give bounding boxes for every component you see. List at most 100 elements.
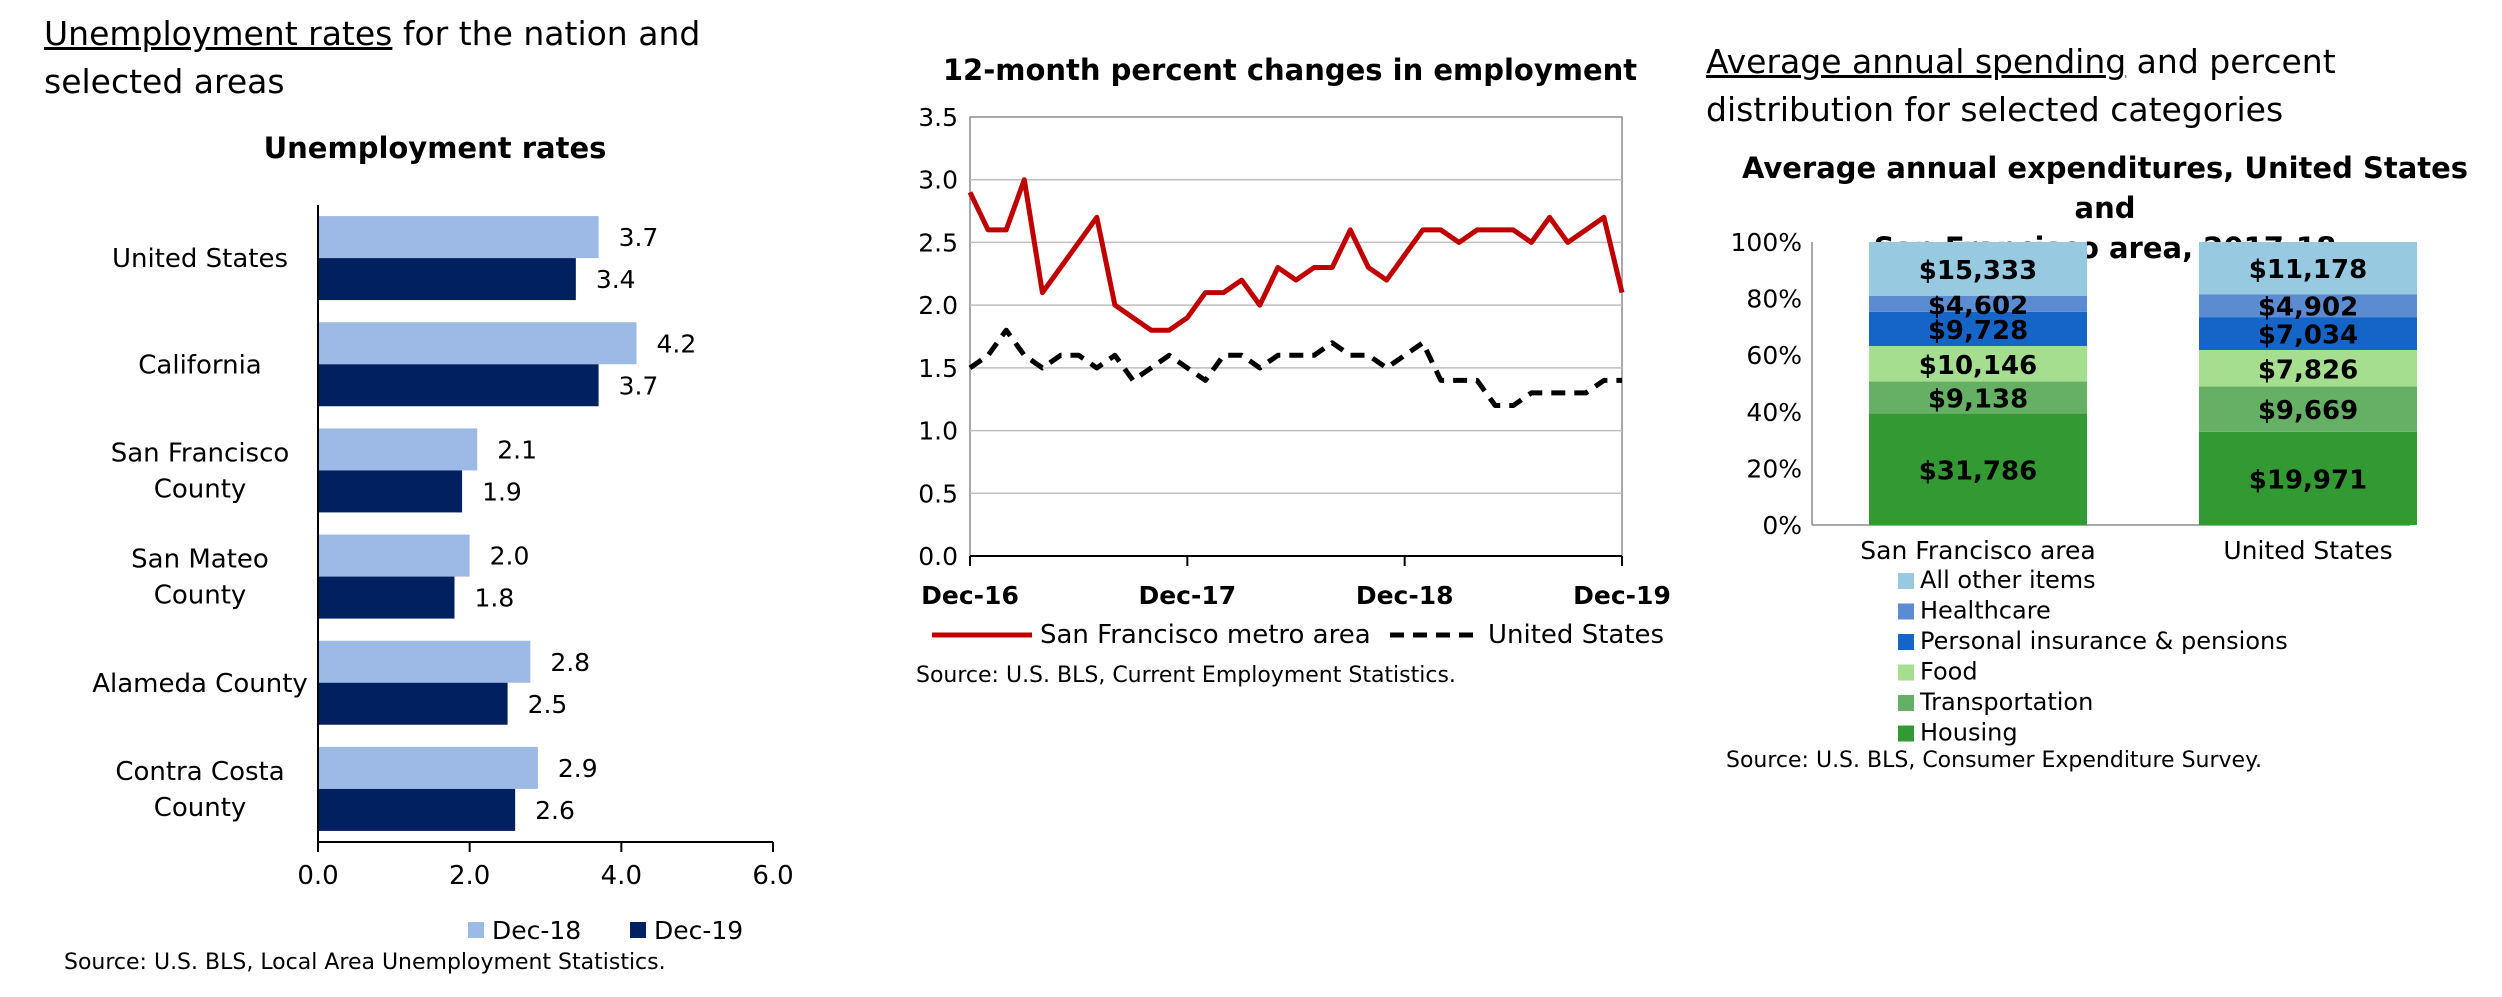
bar-data-label: 3.4 bbox=[596, 265, 636, 294]
stacked-bar-segment bbox=[1869, 311, 2087, 346]
category-label: San Francisco area bbox=[1860, 536, 2095, 565]
category-label: California bbox=[138, 350, 261, 380]
y-tick-label: 60% bbox=[1746, 341, 1802, 370]
legend-label: Housing bbox=[1920, 719, 2018, 747]
segment-data-label: $9,728 bbox=[1928, 316, 2028, 346]
spending-source: Source: U.S. BLS, Consumer Expenditure S… bbox=[1726, 748, 2262, 773]
bar bbox=[318, 788, 516, 831]
y-tick-label: 1.0 bbox=[918, 417, 958, 446]
segment-data-label: $4,602 bbox=[1928, 291, 2028, 321]
category-label: Alameda County bbox=[92, 669, 308, 699]
bar bbox=[318, 746, 538, 789]
bar-data-label: 4.2 bbox=[657, 329, 697, 358]
y-tick-label: 0.0 bbox=[918, 542, 958, 571]
x-tick-label: 6.0 bbox=[752, 861, 793, 891]
spending-stacked-bar-chart: 0% 20% 40% 60% 80% 100% $31,786 $9,138 $10,146 $9… bbox=[1731, 228, 2417, 747]
unemployment-heading-text: for the nation and selected areas bbox=[44, 14, 701, 101]
y-tick-label: 80% bbox=[1746, 285, 1802, 314]
unemployment-heading-link[interactable]: Unemployment rates bbox=[44, 14, 393, 53]
bar bbox=[318, 322, 637, 365]
category-label: United States bbox=[112, 244, 288, 274]
segment-data-label: $9,669 bbox=[2258, 396, 2358, 426]
category-label: San Mateo bbox=[131, 545, 269, 575]
bar bbox=[318, 216, 599, 259]
stacked-bar-segment bbox=[1869, 345, 2087, 382]
bar-data-label: 3.7 bbox=[619, 371, 659, 400]
spending-chart-title-line-1: Average annual expenditures, United Stat… bbox=[1741, 151, 2469, 225]
y-tick-label: 3.0 bbox=[918, 166, 958, 195]
bar bbox=[318, 576, 455, 619]
employment-line-chart: 0.0 0.5 1.0 1.5 2.0 2.5 3.0 3.5 Dec-16 Dec-17 Dec-… bbox=[918, 103, 1671, 650]
y-tick-label: 1.5 bbox=[918, 354, 958, 383]
bar-data-label: 2.8 bbox=[550, 648, 590, 677]
unemployment-chart-title: Unemployment rates bbox=[263, 131, 607, 165]
y-tick-label: 40% bbox=[1746, 398, 1802, 427]
spending-panel: Average annual spending and percent dist… bbox=[1700, 0, 2502, 997]
stacked-bar-segment bbox=[2199, 317, 2417, 350]
legend-swatch bbox=[1898, 695, 1914, 711]
bar bbox=[318, 682, 508, 725]
bar-data-label: 3.7 bbox=[619, 223, 659, 252]
employment-source: Source: U.S. BLS, Current Employment Sta… bbox=[916, 663, 1456, 688]
legend-label: Healthcare bbox=[1920, 597, 2051, 625]
series-line bbox=[968, 327, 1622, 408]
stacked-bar-segment bbox=[2199, 431, 2417, 525]
x-tick-label: Dec-16 bbox=[921, 581, 1019, 610]
legend-swatch bbox=[1898, 573, 1914, 589]
y-tick-label: 2.5 bbox=[918, 228, 958, 257]
segment-data-label: $7,826 bbox=[2258, 355, 2358, 385]
bar bbox=[318, 534, 470, 577]
bar-data-label: 2.1 bbox=[497, 435, 537, 464]
series-line bbox=[967, 177, 1625, 333]
employment-panel: 12-month percent changes in employment 0… bbox=[860, 0, 1700, 997]
legend-label: Personal insurance & pensions bbox=[1920, 627, 2288, 655]
legend-label: All other items bbox=[1920, 566, 2096, 594]
bar-data-label: 1.9 bbox=[482, 477, 522, 506]
unemployment-panel: Unemployment rates for the nation and se… bbox=[0, 0, 840, 997]
spending-heading: Average annual spending and percent dist… bbox=[1706, 38, 2496, 134]
segment-data-label: $15,333 bbox=[1919, 256, 2037, 286]
segment-data-label: $9,138 bbox=[1928, 385, 2028, 415]
y-tick-label: 0% bbox=[1762, 511, 1802, 540]
legend-label: San Francisco metro area bbox=[1040, 620, 1371, 650]
segment-data-label: $11,178 bbox=[2249, 255, 2367, 285]
segment-data-label: $19,971 bbox=[2249, 465, 2367, 495]
bar bbox=[318, 428, 478, 471]
legend-swatch bbox=[1898, 725, 1914, 742]
unemployment-bar-chart: 3.7 3.4 United States 4.2 3.7 California 2.1 1.… bbox=[92, 205, 794, 945]
bar bbox=[318, 364, 599, 407]
stacked-bar-segment bbox=[1869, 295, 2087, 312]
bar bbox=[318, 640, 531, 683]
segment-data-label: $10,146 bbox=[1919, 351, 2037, 381]
bar-data-label: 2.0 bbox=[490, 542, 530, 571]
x-tick-label: 4.0 bbox=[601, 861, 642, 891]
legend-label: Food bbox=[1920, 658, 1978, 686]
legend-label: Transportation bbox=[1919, 688, 2093, 716]
bar bbox=[318, 258, 576, 301]
bar-data-label: 2.6 bbox=[535, 796, 575, 825]
x-tick-label: 2.0 bbox=[449, 861, 490, 891]
x-tick-label: 0.0 bbox=[297, 861, 338, 891]
y-tick-label: 3.5 bbox=[918, 103, 958, 132]
segment-data-label: $4,902 bbox=[2258, 293, 2358, 323]
legend-swatch bbox=[468, 922, 484, 938]
legend-label: United States bbox=[1488, 620, 1664, 650]
x-tick-label: Dec-18 bbox=[1356, 581, 1454, 610]
category-label: County bbox=[154, 793, 247, 823]
y-tick-label: 0.5 bbox=[918, 479, 958, 508]
employment-chart-title: 12-month percent changes in employment bbox=[942, 53, 1638, 87]
legend-label: Dec-19 bbox=[654, 916, 743, 945]
bar bbox=[318, 470, 463, 513]
y-tick-label: 100% bbox=[1731, 228, 1802, 257]
stacked-bar-segment bbox=[2199, 386, 2417, 432]
stacked-bar-segment bbox=[2199, 242, 2417, 295]
bar-data-label: 2.5 bbox=[528, 690, 568, 719]
stacked-bar-segment bbox=[1869, 381, 2087, 414]
category-label: San Francisco bbox=[111, 438, 290, 468]
spending-heading-link[interactable]: Average annual spending bbox=[1706, 42, 2127, 81]
legend-swatch bbox=[1898, 634, 1914, 650]
category-label: County bbox=[154, 474, 247, 504]
legend-swatch bbox=[630, 922, 646, 938]
legend-swatch bbox=[1898, 664, 1914, 681]
bar-data-label: 1.8 bbox=[475, 584, 515, 613]
